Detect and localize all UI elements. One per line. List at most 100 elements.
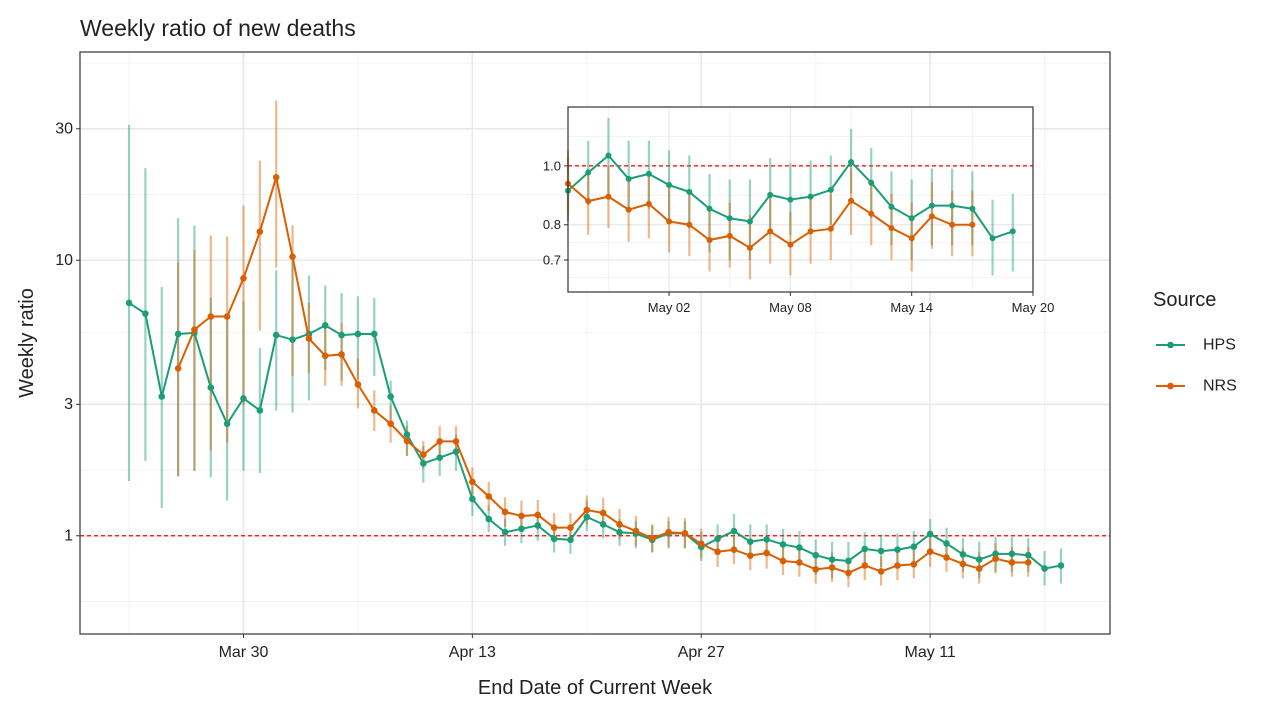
data-point xyxy=(354,381,362,388)
x-tick-label: May 08 xyxy=(769,300,812,315)
data-point xyxy=(845,557,852,565)
data-point xyxy=(666,182,673,189)
data-point xyxy=(877,547,885,555)
data-point xyxy=(868,210,875,217)
data-point xyxy=(567,536,574,544)
data-point xyxy=(706,237,713,244)
x-tick-label: Apr 27 xyxy=(678,644,725,661)
data-point xyxy=(796,544,803,551)
data-point xyxy=(928,202,935,209)
data-point xyxy=(191,326,198,333)
data-point xyxy=(370,330,378,338)
data-point xyxy=(1057,562,1065,569)
series-line xyxy=(128,302,1062,570)
data-point xyxy=(616,528,623,536)
data-point xyxy=(289,253,296,261)
data-point xyxy=(1024,559,1032,566)
data-point xyxy=(943,540,950,547)
data-point xyxy=(354,330,362,338)
data-point xyxy=(726,215,733,222)
data-point xyxy=(848,158,855,165)
data-point xyxy=(567,524,574,531)
panel-border xyxy=(567,106,1034,293)
data-point xyxy=(928,213,935,220)
x-axis-label: End Date of Current Week xyxy=(478,677,713,699)
data-point xyxy=(969,205,976,212)
data-point xyxy=(959,551,967,558)
data-point xyxy=(632,527,640,535)
data-point xyxy=(403,431,411,438)
x-tick-label: May 02 xyxy=(648,300,691,315)
data-point xyxy=(888,225,895,232)
data-point xyxy=(926,548,934,555)
data-point xyxy=(338,331,345,339)
x-tick-label: May 20 xyxy=(1012,300,1055,315)
data-point xyxy=(796,559,803,566)
data-point xyxy=(256,228,264,235)
data-point xyxy=(387,393,394,400)
data-point xyxy=(969,221,976,228)
data-point xyxy=(746,244,753,251)
data-point xyxy=(706,205,713,212)
data-point xyxy=(452,438,460,445)
data-point xyxy=(256,407,264,414)
data-point xyxy=(861,545,869,553)
data-point xyxy=(828,564,836,571)
data-point xyxy=(894,546,901,554)
data-point xyxy=(436,438,443,445)
legend-point xyxy=(1167,341,1174,349)
data-point xyxy=(469,495,476,503)
data-point xyxy=(910,543,918,550)
legend-label: NRS xyxy=(1203,378,1237,395)
data-point xyxy=(240,274,247,282)
data-point xyxy=(1041,565,1048,572)
data-point xyxy=(861,562,869,569)
data-point xyxy=(321,322,329,329)
legend-title: Source xyxy=(1153,289,1216,311)
data-point xyxy=(645,200,652,207)
data-point xyxy=(763,536,770,543)
data-point xyxy=(845,569,852,577)
data-point xyxy=(827,186,834,193)
data-point xyxy=(370,407,378,414)
data-point xyxy=(174,330,182,338)
y-tick-label: 3 xyxy=(64,396,73,413)
data-point xyxy=(812,566,820,573)
data-point xyxy=(787,196,794,203)
data-point xyxy=(1024,551,1032,559)
data-point xyxy=(959,560,967,568)
data-point xyxy=(625,175,632,182)
data-point xyxy=(583,506,591,514)
data-point xyxy=(616,521,623,528)
data-point xyxy=(142,310,149,317)
data-point xyxy=(681,530,689,537)
data-point xyxy=(894,562,901,569)
y-tick-label: 1.0 xyxy=(543,158,561,173)
data-point xyxy=(289,336,296,343)
data-point xyxy=(686,221,693,228)
data-point xyxy=(989,235,996,242)
data-point xyxy=(420,460,427,467)
data-point xyxy=(910,560,918,568)
data-point xyxy=(908,235,915,242)
data-point xyxy=(992,550,999,558)
data-point xyxy=(452,448,460,455)
data-point xyxy=(534,522,542,529)
data-point xyxy=(975,556,983,563)
data-point xyxy=(174,365,182,372)
data-point xyxy=(949,221,956,228)
data-point xyxy=(686,188,693,195)
chart-title: Weekly ratio of new deaths xyxy=(80,15,356,41)
data-point xyxy=(550,535,558,543)
y-tick-label: 0.7 xyxy=(543,252,561,267)
x-tick-label: Mar 30 xyxy=(219,644,269,661)
data-point xyxy=(599,521,607,528)
data-point xyxy=(534,511,542,519)
data-point xyxy=(625,206,632,213)
x-tick-label: Apr 13 xyxy=(449,644,496,661)
data-point xyxy=(730,527,738,535)
y-tick-label: 10 xyxy=(55,252,73,269)
data-point xyxy=(767,191,774,198)
y-axis-label: Weekly ratio xyxy=(16,288,38,398)
